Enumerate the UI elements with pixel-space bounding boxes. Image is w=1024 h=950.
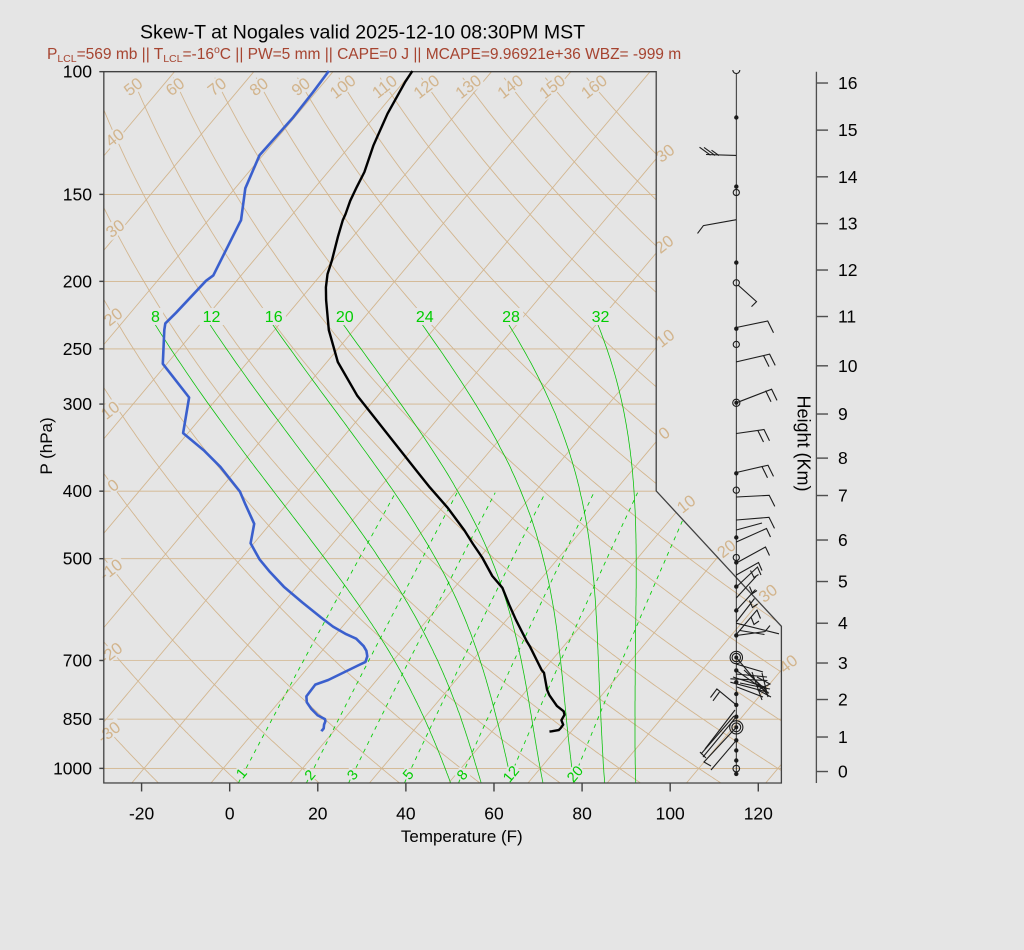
- svg-text:28: 28: [502, 309, 520, 326]
- svg-text:0: 0: [225, 803, 235, 823]
- svg-text:-20: -20: [129, 803, 155, 823]
- svg-text:16: 16: [265, 309, 283, 326]
- svg-text:1000: 1000: [53, 758, 92, 778]
- svg-text:10: 10: [838, 356, 858, 376]
- svg-text:150: 150: [63, 184, 92, 204]
- svg-text:400: 400: [63, 481, 92, 501]
- svg-text:24: 24: [416, 309, 434, 326]
- svg-text:20: 20: [336, 309, 354, 326]
- svg-text:11: 11: [838, 307, 856, 327]
- svg-text:16: 16: [838, 73, 857, 93]
- svg-text:2: 2: [838, 690, 848, 710]
- svg-text:Skew-T at Nogales valid 2025-1: Skew-T at Nogales valid 2025-12-10 08:30…: [140, 21, 585, 43]
- svg-text:Temperature (F): Temperature (F): [401, 827, 523, 846]
- svg-text:0: 0: [838, 762, 848, 782]
- svg-text:9: 9: [838, 404, 848, 424]
- svg-text:12: 12: [838, 260, 857, 280]
- svg-text:3: 3: [838, 653, 848, 673]
- svg-text:15: 15: [838, 120, 857, 140]
- svg-text:P (hPa): P (hPa): [37, 417, 56, 474]
- svg-text:Height (Km): Height (Km): [793, 396, 813, 492]
- svg-text:6: 6: [838, 530, 848, 550]
- svg-text:40: 40: [396, 803, 416, 823]
- svg-text:200: 200: [63, 271, 92, 291]
- svg-text:100: 100: [63, 62, 92, 82]
- svg-text:32: 32: [592, 309, 610, 326]
- svg-text:12: 12: [203, 309, 221, 326]
- svg-text:20: 20: [564, 763, 587, 786]
- svg-text:12: 12: [500, 763, 523, 786]
- svg-text:14: 14: [838, 167, 858, 187]
- svg-text:700: 700: [63, 650, 92, 670]
- svg-text:7: 7: [838, 486, 848, 506]
- svg-text:13: 13: [838, 214, 857, 234]
- svg-text:100: 100: [656, 804, 685, 824]
- svg-text:20: 20: [308, 803, 328, 823]
- svg-text:PLCL=569 mb || TLCL=-16oC || P: PLCL=569 mb || TLCL=-16oC || PW=5 mm || …: [47, 44, 681, 65]
- svg-text:60: 60: [484, 803, 504, 823]
- svg-text:80: 80: [572, 804, 592, 824]
- svg-text:500: 500: [63, 549, 92, 569]
- svg-text:850: 850: [63, 709, 92, 729]
- svg-text:300: 300: [63, 394, 92, 414]
- svg-text:1: 1: [838, 727, 848, 747]
- svg-text:250: 250: [63, 339, 92, 359]
- svg-text:8: 8: [838, 448, 848, 468]
- svg-text:4: 4: [838, 613, 848, 633]
- svg-text:120: 120: [744, 804, 773, 824]
- svg-text:5: 5: [838, 572, 848, 592]
- svg-text:8: 8: [151, 309, 160, 326]
